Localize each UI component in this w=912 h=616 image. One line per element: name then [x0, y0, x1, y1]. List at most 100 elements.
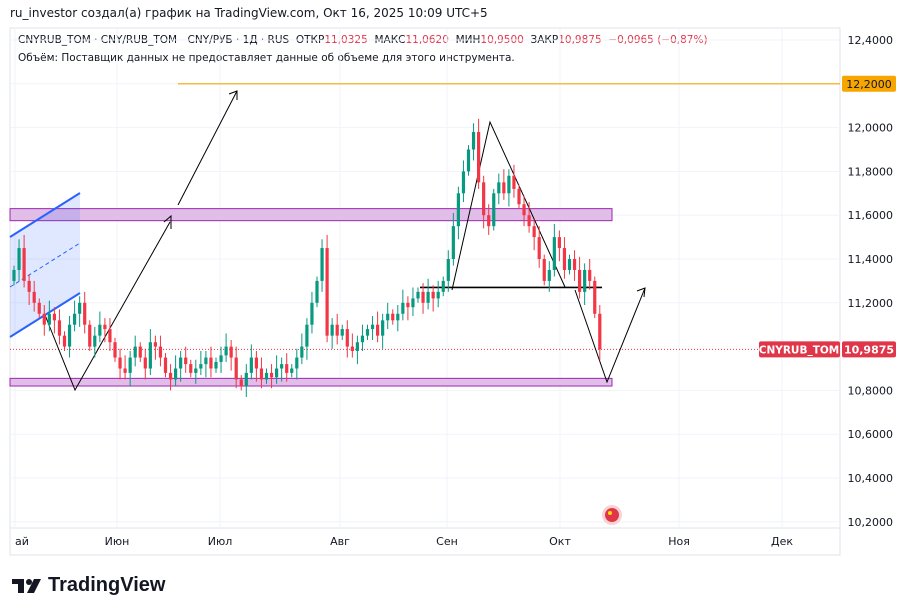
candle-body [507, 175, 511, 194]
candle-body [300, 346, 304, 358]
price-tick: 11,2000 [848, 297, 894, 310]
candle-body [239, 379, 243, 387]
candle-body [456, 193, 460, 227]
candle-body [411, 298, 415, 308]
zigzag-1[interactable] [44, 221, 171, 392]
support-zone[interactable] [9, 377, 613, 387]
candle-body [22, 248, 26, 281]
volume-note: Объём: Поставщик данных не предоставляет… [18, 52, 515, 64]
tradingview-logo-icon [12, 578, 41, 593]
candle-body [431, 291, 435, 299]
candle-body [578, 269, 582, 292]
price-badges: 12,2000 CNYRUB_TOM 10,9875 [759, 75, 896, 358]
candle-body [598, 313, 602, 350]
tradingview-logo[interactable]: TradingView [12, 574, 165, 597]
candle-body [557, 237, 561, 249]
candle-body [103, 324, 107, 330]
candle-body [168, 372, 173, 380]
candle-body [330, 324, 334, 336]
candle-body [502, 182, 506, 194]
candle-body [350, 346, 354, 351]
candle-body [189, 364, 193, 373]
candle-body [532, 226, 536, 238]
candle-body [340, 329, 344, 336]
candle-body [179, 357, 183, 369]
candle-body [416, 291, 420, 299]
candle-body [42, 313, 46, 325]
candle-body [47, 313, 51, 325]
candle-body [522, 204, 526, 216]
arrow-up-1[interactable] [177, 90, 238, 206]
candle-body [295, 357, 299, 369]
price-tick: 10,6000 [848, 428, 894, 441]
candle-body [17, 248, 21, 270]
candle-body [83, 302, 87, 325]
candle-body [128, 357, 132, 373]
candle-body [67, 324, 72, 347]
candle-body [547, 269, 551, 281]
candle-body [113, 342, 117, 358]
candle-body [562, 248, 567, 270]
candles [12, 118, 602, 397]
candle-body [280, 364, 284, 369]
chart-frame [9, 27, 841, 556]
time-tick: Июн [105, 535, 130, 548]
candle-body [376, 324, 380, 336]
candle-body [57, 320, 62, 336]
candle-body [93, 335, 97, 347]
candle-body [269, 372, 274, 378]
price-tick: 12,0000 [848, 122, 894, 135]
symbol-badge [759, 341, 840, 358]
candle-body [572, 259, 577, 270]
time-tick: Дек [771, 535, 793, 548]
candle-body [264, 372, 269, 380]
candle-body [224, 346, 228, 356]
candle-body [466, 149, 471, 172]
candle-body [123, 368, 127, 373]
candle-body [552, 237, 556, 270]
candle-body [497, 182, 501, 194]
resistance-zone[interactable] [9, 208, 613, 222]
price-tick: 10,2000 [848, 516, 894, 529]
last-price-text: 10,9875 [844, 343, 894, 356]
candle-body [406, 302, 410, 308]
candle-body [471, 131, 476, 150]
time-tick: Июл [208, 535, 233, 548]
time-axis[interactable]: ай Июн Июл Авг Сен Окт Ноя Дек [15, 535, 793, 548]
candle-body [32, 291, 36, 303]
china-flag-icon[interactable] [602, 505, 622, 525]
candle-body [436, 291, 440, 299]
candle-body [370, 324, 375, 330]
candle-body [451, 226, 455, 259]
candle-body [355, 342, 359, 351]
level-badge-text: 12,2000 [846, 78, 892, 91]
candle-body [219, 355, 223, 362]
candle-body [259, 368, 264, 380]
price-axis[interactable]: 12,4000 12,0000 11,8000 11,6000 11,4000 11,20… [848, 34, 894, 529]
candle-body [527, 215, 531, 227]
zigzag-2[interactable] [574, 287, 646, 384]
candle-body [487, 215, 491, 227]
candle-body [138, 346, 142, 358]
head-pattern[interactable] [451, 120, 566, 291]
price-tick: 10,4000 [848, 472, 894, 485]
candle-body [360, 335, 365, 343]
candle-body [320, 248, 324, 281]
candle-body [537, 237, 541, 259]
symbol-badge-text: CNYRUB_TOM [759, 344, 840, 356]
candle-body [133, 346, 137, 358]
candle-body [446, 259, 450, 281]
candle-body [163, 357, 168, 373]
channel-top[interactable] [9, 192, 81, 238]
candle-body [512, 175, 516, 189]
price-tick: 11,6000 [848, 209, 894, 222]
candle-body [421, 291, 425, 303]
price-tick: 10,8000 [848, 384, 894, 397]
candle-body [229, 346, 233, 358]
candle-body [593, 280, 597, 314]
candle-body [345, 329, 349, 347]
candle-body [148, 342, 152, 369]
candle-body [52, 313, 56, 321]
candle-body [234, 357, 238, 380]
